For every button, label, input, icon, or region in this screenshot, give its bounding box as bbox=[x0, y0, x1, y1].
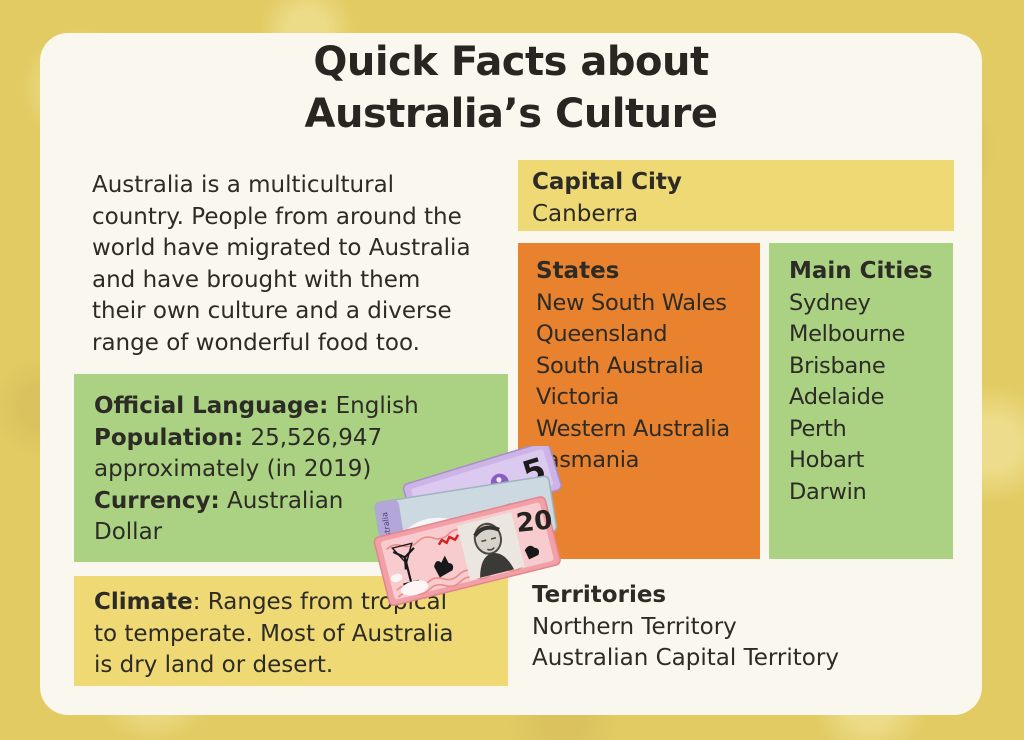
population-value: 25,526,947 bbox=[243, 424, 383, 451]
list-item: Darwin bbox=[789, 478, 867, 505]
currency-value-cont: Dollar bbox=[94, 519, 163, 545]
climate-text: is dry land or desert. bbox=[94, 652, 334, 678]
currency-value: Australian bbox=[219, 487, 344, 514]
banknotes-illustration: 5 Australia 10 20 bbox=[373, 446, 562, 607]
list-item: Queensland bbox=[536, 321, 668, 347]
population-label: Population: bbox=[94, 424, 244, 451]
main-cities-heading: Main Cities bbox=[789, 258, 933, 284]
states-box: States New South Wales Queensland South … bbox=[518, 243, 760, 559]
title-line-1: Quick Facts about bbox=[313, 39, 709, 85]
territories-section: Territories Northern Territory Australia… bbox=[532, 580, 839, 675]
intro-line: Australia is a multicultural bbox=[92, 172, 395, 198]
intro-line: range of wonderful food too. bbox=[92, 329, 420, 356]
capital-city-heading: Capital City bbox=[532, 169, 682, 195]
page-title: Quick Facts about Australia’s Culture bbox=[40, 36, 982, 140]
list-item: South Australia bbox=[536, 352, 704, 379]
list-item: Hobart bbox=[789, 447, 865, 473]
intro-paragraph: Australia is a multicultural country. Pe… bbox=[92, 170, 522, 359]
intro-line: and have brought with them bbox=[92, 266, 421, 293]
svg-text:20: 20 bbox=[515, 505, 554, 539]
list-item: Melbourne bbox=[789, 321, 906, 347]
list-item: Sydney bbox=[789, 289, 871, 316]
population-value-cont: approximately (in 2019) bbox=[94, 456, 372, 482]
capital-city-value: Canberra bbox=[532, 200, 639, 227]
language-population-currency-box: Official Language: English Population: 2… bbox=[74, 374, 508, 562]
climate-text: to temperate. Most of Australia bbox=[94, 620, 454, 647]
list-item: Perth bbox=[789, 415, 847, 442]
list-item: Australian Capital Territory bbox=[532, 645, 839, 671]
currency-label: Currency: bbox=[94, 487, 220, 514]
states-heading: States bbox=[536, 258, 620, 284]
list-item: Northern Territory bbox=[532, 613, 737, 640]
main-cities-box: Main Cities Sydney Melbourne Brisbane Ad… bbox=[769, 243, 953, 559]
territories-heading: Territories bbox=[532, 582, 667, 608]
list-item: Victoria bbox=[536, 384, 619, 410]
list-item: New South Wales bbox=[536, 289, 727, 316]
list-item: Western Australia bbox=[536, 415, 730, 442]
capital-city-box: Capital City Canberra bbox=[518, 160, 954, 231]
official-language-value: English bbox=[328, 393, 419, 419]
intro-line: their own culture and a diverse bbox=[92, 298, 452, 324]
official-language-label: Official Language: bbox=[94, 393, 329, 419]
title-line-2: Australia’s Culture bbox=[304, 91, 718, 137]
list-item: Adelaide bbox=[789, 384, 885, 410]
twenty-dollar-note-icon: 20 bbox=[373, 496, 561, 607]
list-item: Brisbane bbox=[789, 352, 886, 379]
climate-label: Climate bbox=[94, 589, 193, 615]
intro-line: world have migrated to Australia bbox=[92, 235, 471, 261]
intro-line: country. People from around the bbox=[92, 203, 462, 230]
